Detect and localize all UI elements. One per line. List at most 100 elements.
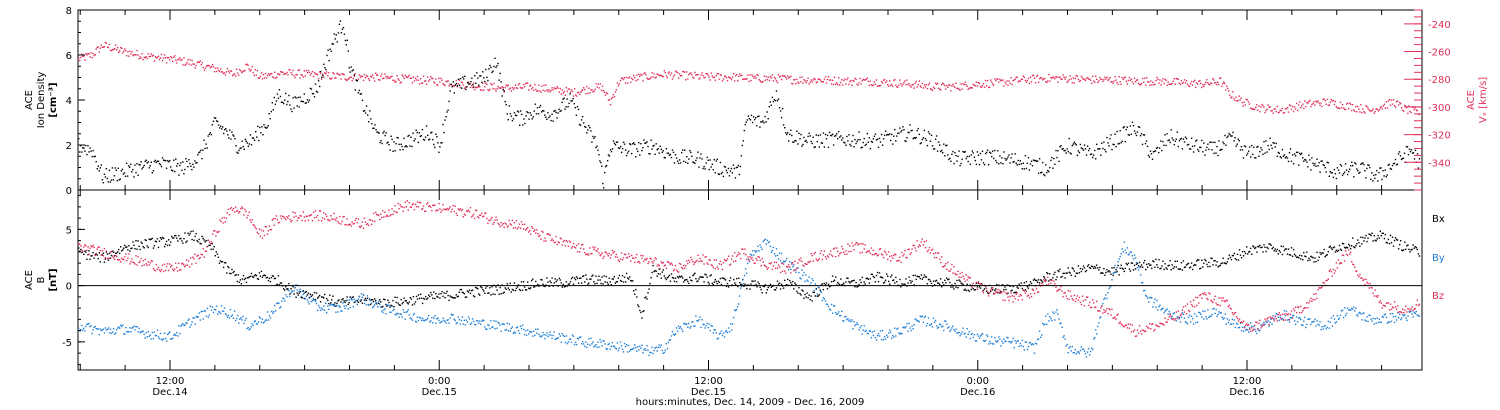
- data-point: [366, 297, 369, 299]
- data-point: [633, 142, 635, 144]
- data-point: [512, 118, 515, 120]
- data-point: [459, 86, 461, 89]
- data-point: [782, 75, 785, 77]
- data-point: [220, 125, 222, 127]
- data-point: [611, 148, 614, 150]
- data-point: [164, 243, 167, 245]
- data-point: [660, 148, 662, 150]
- data-point: [578, 123, 581, 126]
- data-point: [148, 238, 150, 240]
- data-point: [658, 344, 660, 346]
- data-point: [664, 349, 666, 352]
- data-point: [289, 295, 291, 298]
- data-point: [1377, 110, 1379, 112]
- data-point: [900, 286, 902, 288]
- data-point: [1053, 273, 1055, 276]
- data-point: [774, 78, 777, 80]
- data-point: [1338, 244, 1341, 247]
- data-point: [168, 332, 170, 334]
- data-point: [1201, 259, 1203, 261]
- data-point: [394, 150, 396, 152]
- data-point: [1004, 340, 1006, 343]
- data-point: [412, 314, 415, 316]
- data-point: [1167, 81, 1169, 83]
- data-point: [141, 53, 143, 55]
- data-point: [177, 335, 179, 337]
- data-point: [332, 43, 334, 45]
- data-point: [695, 74, 697, 76]
- data-point: [886, 273, 888, 275]
- data-point: [1346, 173, 1349, 176]
- data-point: [1175, 266, 1177, 268]
- data-point: [145, 332, 147, 334]
- data-point: [878, 137, 881, 140]
- data-point: [1306, 101, 1308, 104]
- data-point: [994, 78, 996, 80]
- data-point: [723, 75, 726, 78]
- data-point: [694, 272, 696, 274]
- data-point: [441, 79, 443, 81]
- data-point: [378, 132, 380, 134]
- data-point: [364, 77, 367, 79]
- data-point: [1168, 83, 1170, 85]
- data-point: [1268, 243, 1270, 245]
- data-point: [646, 141, 648, 143]
- data-point: [299, 291, 301, 293]
- data-point: [662, 150, 664, 152]
- data-point: [291, 290, 293, 293]
- data-point: [1045, 279, 1047, 281]
- data-point: [1338, 172, 1341, 174]
- data-point: [517, 111, 520, 113]
- data-point: [196, 239, 198, 242]
- data-point: [298, 106, 300, 108]
- data-point: [338, 74, 340, 76]
- data-point: [1003, 85, 1005, 87]
- data-point: [1309, 159, 1311, 161]
- data-point: [733, 73, 735, 75]
- data-point: [592, 135, 594, 138]
- data-point: [1094, 149, 1096, 152]
- data-point: [629, 143, 631, 145]
- data-point: [186, 61, 188, 64]
- data-point: [247, 64, 249, 66]
- data-point: [881, 144, 884, 146]
- data-point: [123, 247, 125, 249]
- data-point: [668, 154, 671, 156]
- data-point: [957, 155, 959, 158]
- data-point: [746, 262, 749, 265]
- data-point: [1196, 139, 1198, 141]
- data-point: [1036, 338, 1039, 341]
- data-point: [993, 343, 995, 345]
- data-point: [1008, 340, 1010, 343]
- data-point: [212, 311, 215, 314]
- data-point: [849, 143, 851, 146]
- data-point: [413, 80, 416, 82]
- data-point: [968, 87, 970, 90]
- data-point: [247, 145, 250, 147]
- data-point: [1329, 101, 1331, 104]
- data-point: [904, 140, 906, 142]
- data-point: [1264, 111, 1266, 114]
- data-point: [661, 75, 663, 78]
- data-point: [619, 145, 622, 148]
- data-point: [670, 72, 673, 74]
- data-point: [1358, 108, 1360, 110]
- data-point: [670, 156, 673, 159]
- data-point: [1389, 104, 1392, 106]
- data-point: [1209, 83, 1211, 86]
- data-point: [189, 162, 191, 165]
- data-point: [730, 78, 733, 81]
- data-point: [1293, 253, 1296, 255]
- data-point: [954, 330, 956, 332]
- data-point: [1163, 82, 1165, 85]
- data-point: [868, 84, 870, 87]
- data-point: [381, 306, 383, 308]
- data-point: [754, 280, 756, 282]
- data-point: [1110, 273, 1112, 275]
- data-point: [1230, 258, 1233, 261]
- data-point: [624, 149, 627, 151]
- data-point: [211, 306, 214, 308]
- data-point: [980, 86, 983, 89]
- data-point: [330, 78, 332, 80]
- data-point: [714, 329, 716, 331]
